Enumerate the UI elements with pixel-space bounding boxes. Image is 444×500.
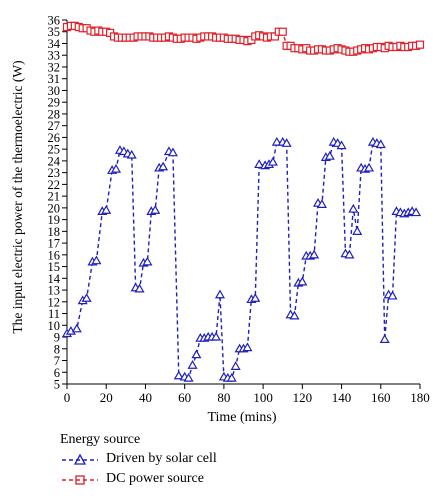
data-point-solar	[363, 162, 375, 172]
data-point-solar	[183, 372, 194, 382]
x-tick-label: 40	[139, 390, 152, 405]
series-line-solar	[66, 141, 417, 379]
legend: Energy source Driven by solar cell DC po…	[60, 432, 360, 490]
data-point-solar	[281, 138, 292, 147]
x-tick-label: 160	[371, 390, 391, 405]
data-point-solar	[211, 331, 222, 341]
y-tick-label: 36	[48, 14, 61, 28]
data-point-solar	[142, 256, 153, 266]
y-tick-label: 29	[48, 96, 61, 110]
axes	[66, 20, 420, 385]
y-tick-label: 10	[48, 319, 61, 333]
data-point-solar	[352, 226, 363, 235]
data-point-solar	[167, 147, 178, 157]
y-tick-label: 11	[48, 307, 60, 321]
y-tick-label: 24	[48, 154, 61, 168]
data-point-solar	[336, 140, 347, 150]
data-point-solar	[110, 163, 122, 173]
y-tick-label: 22	[48, 178, 61, 192]
y-tick-label: 28	[48, 107, 61, 121]
data-point-solar	[173, 370, 184, 380]
y-tick-label: 31	[48, 72, 61, 86]
legend-item-dc: DC power source	[60, 470, 360, 490]
y-tick-label: 19	[48, 213, 61, 227]
data-point-dc	[415, 40, 425, 49]
y-tick-label: 16	[48, 248, 61, 262]
y-tick-label: 14	[48, 272, 61, 286]
y-tick-label: 7	[54, 354, 60, 368]
data-point-solar	[250, 293, 261, 302]
data-point-solar	[297, 276, 308, 286]
data-point-solar	[267, 156, 278, 166]
data-point-solar	[324, 150, 335, 160]
legend-swatch-dc	[62, 475, 98, 485]
data-point-solar	[254, 159, 265, 169]
y-tick-label: 8	[54, 342, 60, 356]
y-tick-label: 30	[48, 84, 61, 98]
x-tick-label: 100	[253, 390, 273, 405]
x-tick-label: 60	[178, 390, 191, 405]
chart: 0 20 40 60 80 100 120 140 160 1805678910111213141…	[10, 14, 430, 426]
y-tick-label: 35	[48, 25, 61, 39]
data-point-solar	[230, 361, 241, 370]
data-point-solar	[344, 249, 355, 259]
data-point-solar	[187, 360, 198, 369]
y-tick-label: 17	[48, 237, 61, 251]
y-tick-label: 34	[48, 37, 61, 51]
x-tick-label: 0	[64, 390, 71, 405]
data-point-solar	[379, 334, 390, 343]
data-point-solar	[150, 205, 161, 214]
data-point-dc	[278, 27, 287, 36]
data-point-solar	[242, 342, 253, 352]
y-tick-label: 25	[48, 143, 61, 157]
data-point-solar	[375, 139, 386, 149]
y-tick-label: 23	[48, 166, 61, 180]
data-point-solar	[158, 161, 169, 171]
x-tick-label: 80	[217, 390, 230, 405]
legend-item-solar: Driven by solar cell	[60, 450, 360, 470]
y-tick-label: 27	[48, 119, 61, 133]
x-tick-label: 140	[332, 390, 352, 405]
y-tick-label: 15	[48, 260, 61, 274]
y-tick-label: 20	[48, 201, 61, 215]
legend-label-solar: Driven by solar cell	[106, 451, 217, 466]
x-axis-label: Time (mins)	[207, 410, 276, 425]
y-tick-label: 18	[48, 225, 61, 239]
data-point-solar	[271, 136, 282, 146]
data-point-solar	[387, 290, 398, 300]
data-point-solar	[101, 205, 112, 214]
y-tick-label: 6	[54, 366, 60, 380]
x-tick-label: 20	[100, 390, 113, 405]
x-tick-label: 180	[410, 390, 430, 405]
data-point-solar	[191, 349, 202, 359]
data-point-solar	[226, 372, 237, 382]
y-tick-label: 21	[48, 190, 61, 204]
legend-swatch-solar	[62, 453, 98, 465]
legend-label-dc: DC power source	[106, 471, 204, 486]
x-tick-label: 120	[293, 390, 313, 405]
y-axis-label: The input electric power of the thermoel…	[10, 60, 25, 333]
y-tick-label: 12	[48, 295, 61, 309]
data-point-solar	[81, 293, 92, 302]
data-point-solar	[214, 289, 226, 299]
data-point-solar	[289, 310, 300, 320]
data-point-solar	[126, 149, 137, 159]
y-tick-label: 33	[48, 49, 61, 63]
y-tick-label: 13	[48, 284, 61, 298]
data-point-solar	[411, 207, 422, 217]
y-tick-label: 9	[54, 331, 60, 345]
data-point-solar	[71, 323, 82, 333]
y-tick-label: 5	[54, 378, 60, 392]
data-point-solar	[134, 283, 145, 293]
legend-title: Energy source	[60, 432, 141, 447]
y-tick-label: 26	[48, 131, 61, 145]
data-point-solar	[309, 249, 320, 259]
data-point-solar	[316, 199, 327, 208]
y-tick-label: 32	[48, 60, 61, 74]
data-point-solar	[348, 203, 359, 213]
data-point-solar	[91, 255, 102, 265]
